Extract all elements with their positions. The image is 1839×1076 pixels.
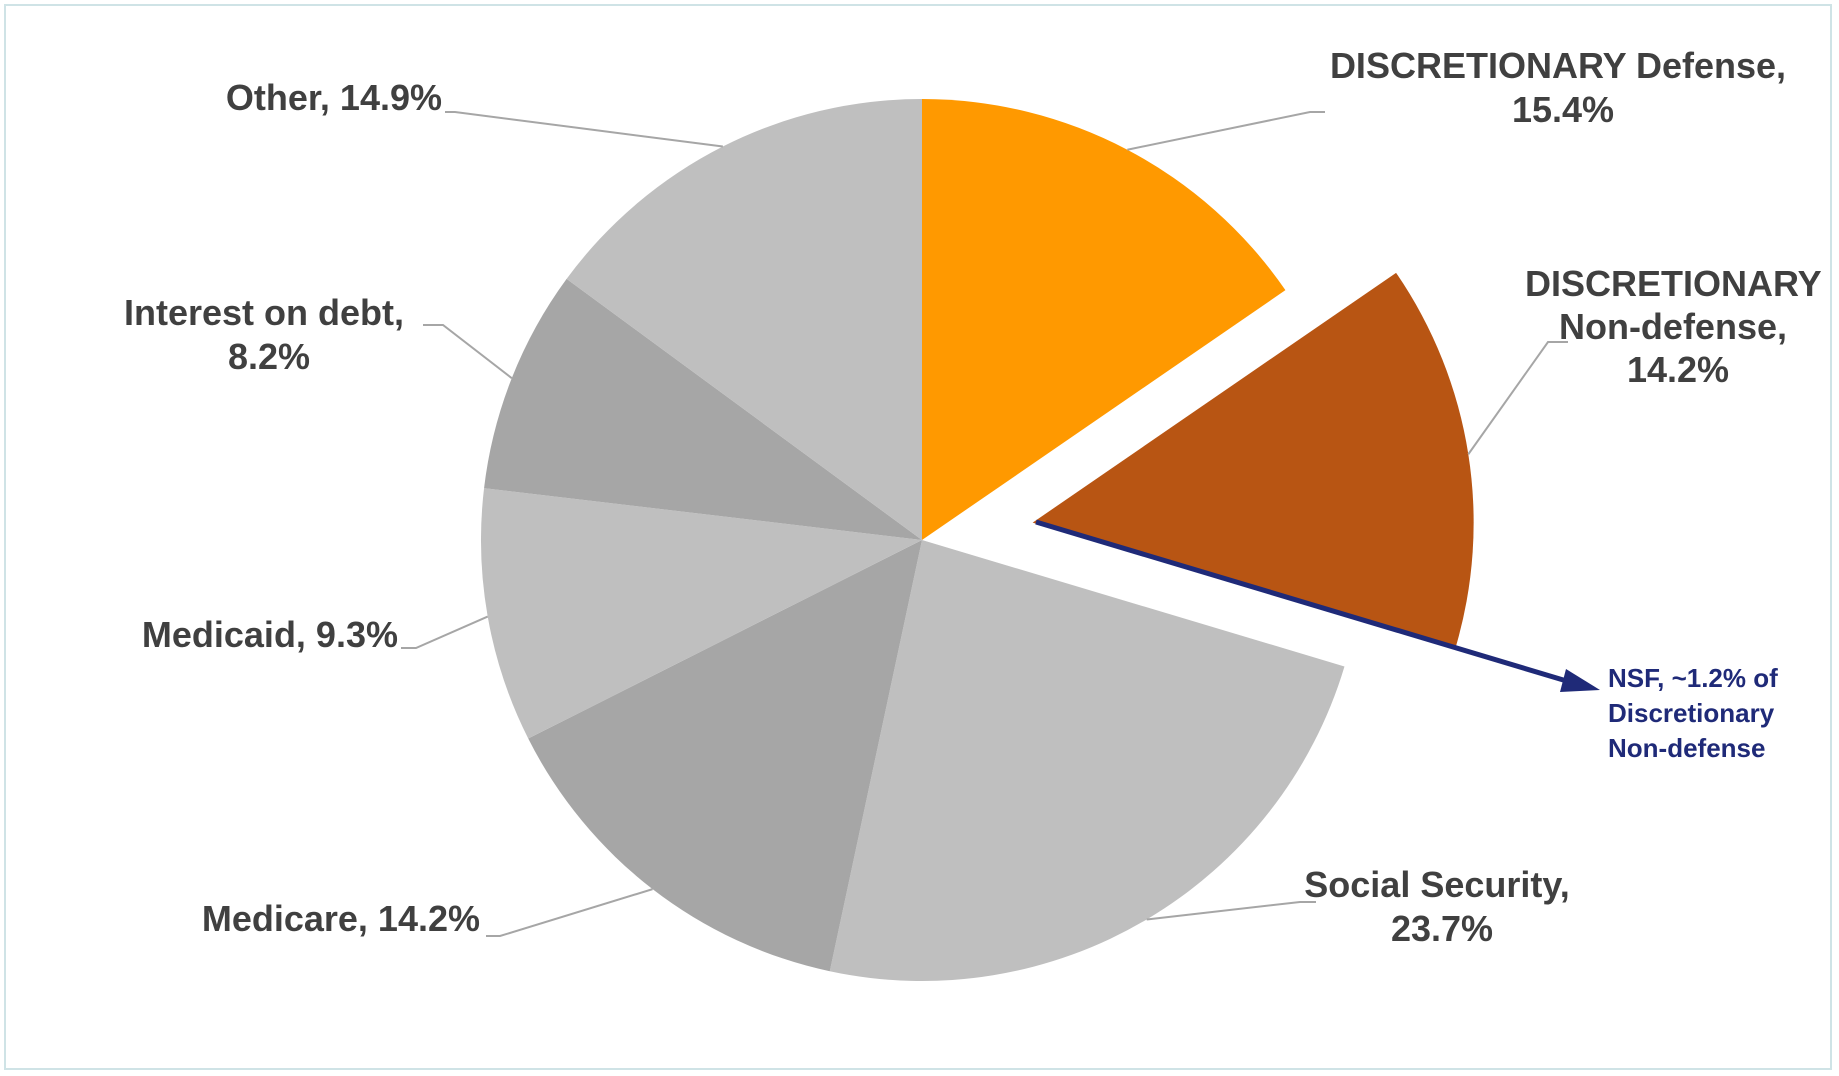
pie-slice-medicaid <box>481 488 922 739</box>
nsf-arrow-head <box>1560 669 1600 692</box>
leader-line-discretionary-non-defense <box>1467 341 1568 455</box>
nsf-annotation: NSF, ~1.2% of Discretionary Non-defense <box>1035 519 1785 763</box>
leader-line-social-security <box>1146 901 1316 921</box>
leader-line-other <box>445 111 723 148</box>
label-discretionary-nondefense: DISCRETIONARY Non-defense, 14.2% <box>1525 263 1831 390</box>
pie-slice-discretionary-defense <box>922 99 1286 540</box>
pie-slice-other <box>566 99 922 540</box>
pie-slice-interest-on-debt <box>484 278 922 540</box>
label-social-security: Social Security, 23.7% <box>1304 864 1579 949</box>
nsf-annotation-text: NSF, ~1.2% of Discretionary Non-defense <box>1608 663 1785 763</box>
label-discretionary-defense: DISCRETIONARY Defense, 15.4% <box>1330 45 1796 130</box>
pie-slices <box>481 99 1474 982</box>
leader-line-interest-on-debt <box>423 324 513 379</box>
leader-lines <box>401 111 1568 937</box>
nsf-arrow-line <box>1035 519 1571 685</box>
label-medicaid: Medicaid, 9.3% <box>142 614 398 655</box>
leader-line-medicare <box>486 888 653 937</box>
leader-line-medicaid <box>401 615 489 649</box>
pie-slice-social-security <box>829 540 1345 982</box>
label-other: Other, 14.9% <box>226 77 442 118</box>
label-medicare: Medicare, 14.2% <box>202 898 480 939</box>
leader-line-discretionary-defense <box>1127 111 1325 151</box>
pie-slice-medicare <box>528 540 922 972</box>
label-interest-on-debt: Interest on debt, 8.2% <box>124 292 414 377</box>
